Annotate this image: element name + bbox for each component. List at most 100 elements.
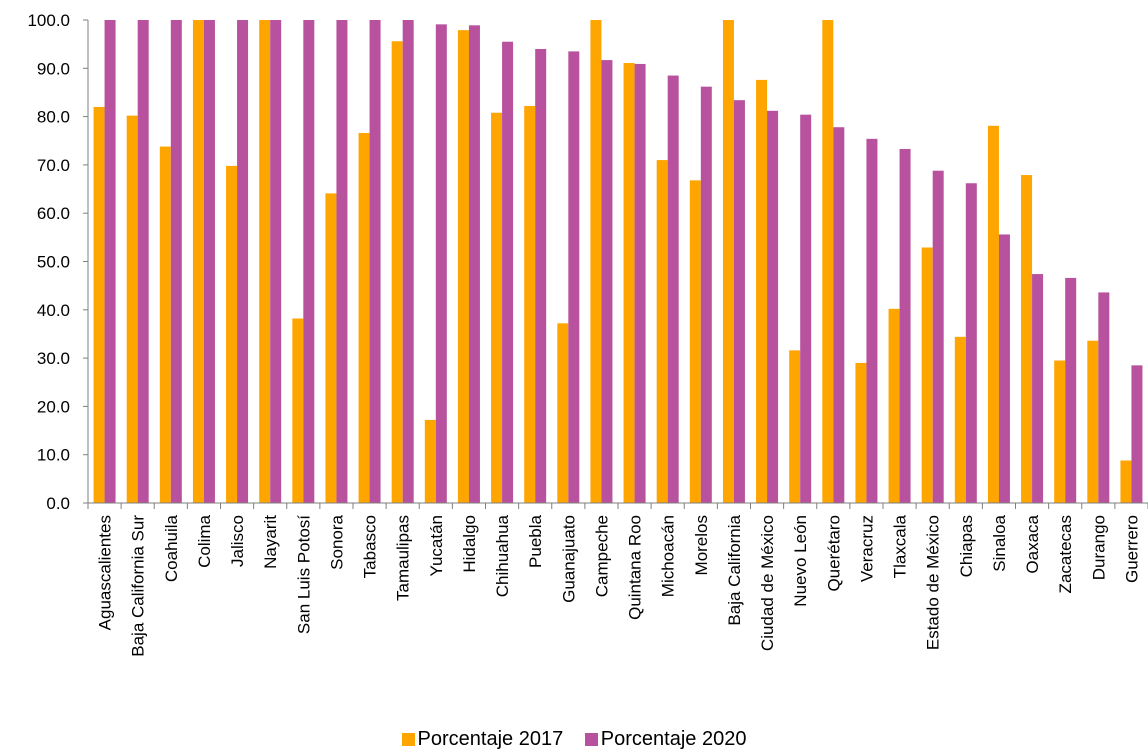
x-tick-label: Morelos [692,515,711,575]
bar-2017 [93,106,105,503]
bar-2020 [270,20,282,503]
bar-2020 [336,20,348,503]
bar-2020 [833,127,845,503]
x-tick-label: Tamaulipas [394,515,413,601]
bar-2020 [700,86,712,504]
bar-2020 [866,138,878,503]
bar-2020 [601,60,613,504]
y-tick-label: 70.0 [37,156,70,175]
bar-2020 [1032,274,1044,503]
x-tick-label: Hidalgo [460,515,479,573]
bar-2020 [104,20,116,503]
bar-2020 [998,234,1010,503]
bar-2017 [292,318,304,503]
bar-2020 [203,20,215,503]
x-tick-label: Chiapas [957,515,976,577]
x-tick-label: Baja California Sur [129,515,148,657]
bar-2017 [1054,360,1066,503]
x-tick-label: Yucatán [427,515,446,576]
x-tick-label: San Luis Potosí [294,515,313,634]
bar-2020 [1131,365,1143,503]
bar-2020 [369,20,381,503]
legend-label-2017: Porcentaje 2017 [417,728,564,750]
y-tick-label: 100.0 [27,11,70,30]
bar-2017 [656,160,668,503]
x-tick-label: Sinaloa [990,514,1009,571]
x-tick-label: Tlaxcala [891,514,910,578]
x-tick-label: Zacatecas [1056,515,1075,593]
bar-2017 [888,308,900,503]
bar-2017 [557,323,569,503]
x-tick-label: Querétaro [824,515,843,592]
x-tick-label: Guanajuato [559,515,578,603]
bar-2020 [667,75,679,504]
y-tick-label: 90.0 [37,59,70,78]
bar-2020 [767,110,779,503]
bar-2020 [468,25,480,504]
bar-2017 [689,180,701,503]
bar-2017 [954,336,966,503]
y-tick-label: 50.0 [37,253,70,272]
legend-swatch-2017 [401,733,415,746]
x-tick-label: Aguascalientes [96,515,115,630]
legend: Porcentaje 2017 Porcentaje 2020 [0,728,1148,752]
bar-2017 [192,20,204,503]
bar-2017 [226,165,238,503]
x-tick-label: Jalisco [228,515,247,567]
bar-2017 [1120,460,1132,503]
x-tick-label: Estado de México [924,515,943,650]
bar-2017 [457,30,469,503]
bar-2017 [987,125,999,503]
bar-2020 [568,51,580,504]
x-tick-label: Tabasco [361,515,380,578]
bar-2020 [435,24,447,504]
x-tick-label: Colima [195,514,214,567]
x-tick-label: Durango [1089,515,1108,580]
bar-2017 [1087,340,1099,503]
y-tick-label: 0.0 [46,494,70,513]
x-tick-label: Puebla [526,514,545,567]
x-axis: Aguascalientes Baja California Sur Coahuil… [87,502,1148,657]
bar-2017 [424,419,436,503]
bar-2017 [159,146,171,503]
bar-2017 [590,20,602,503]
bar-2020 [932,170,944,504]
bar-2017 [623,62,635,503]
y-tick-label: 30.0 [37,349,70,368]
bar-2020 [502,41,514,504]
bar-2020 [137,20,149,503]
bar-2017 [855,362,867,503]
legend-label-2020: Porcentaje 2020 [600,728,747,750]
x-tick-label: Baja California [725,514,744,625]
bar-2020 [800,114,812,503]
bar-2020 [634,63,646,503]
x-tick-label: Nayarit [261,515,280,569]
y-tick-label: 20.0 [37,397,70,416]
bar-2017 [126,115,138,503]
x-tick-label: Guerrero [1122,515,1141,583]
bar-2020 [965,183,977,503]
bar-2020 [535,48,547,503]
bar-2020 [170,20,182,503]
bar-2017 [358,133,370,503]
x-tick-label: Ciudad de México [758,515,777,651]
bar-2020 [303,20,315,503]
x-tick-label: Sonora [327,514,346,569]
y-tick-label: 60.0 [37,204,70,223]
bar-2020 [1065,277,1077,503]
legend-swatch-2020 [584,733,598,746]
bar-2020 [899,148,911,503]
legend-item-2020: Porcentaje 2020 [584,728,747,751]
bar-2017 [325,193,337,503]
y-tick-label: 10.0 [37,446,70,465]
x-tick-label: Coahuila [162,514,181,582]
bar-2017 [259,20,271,503]
bar-2017 [822,20,834,503]
x-tick-label: Chihuahua [493,514,512,597]
x-tick-label: Oaxaca [1023,514,1042,573]
bar-2017 [756,79,768,503]
bar-2017 [722,20,734,503]
bar-2017 [491,112,503,504]
x-tick-label: Quintana Roo [626,515,645,620]
